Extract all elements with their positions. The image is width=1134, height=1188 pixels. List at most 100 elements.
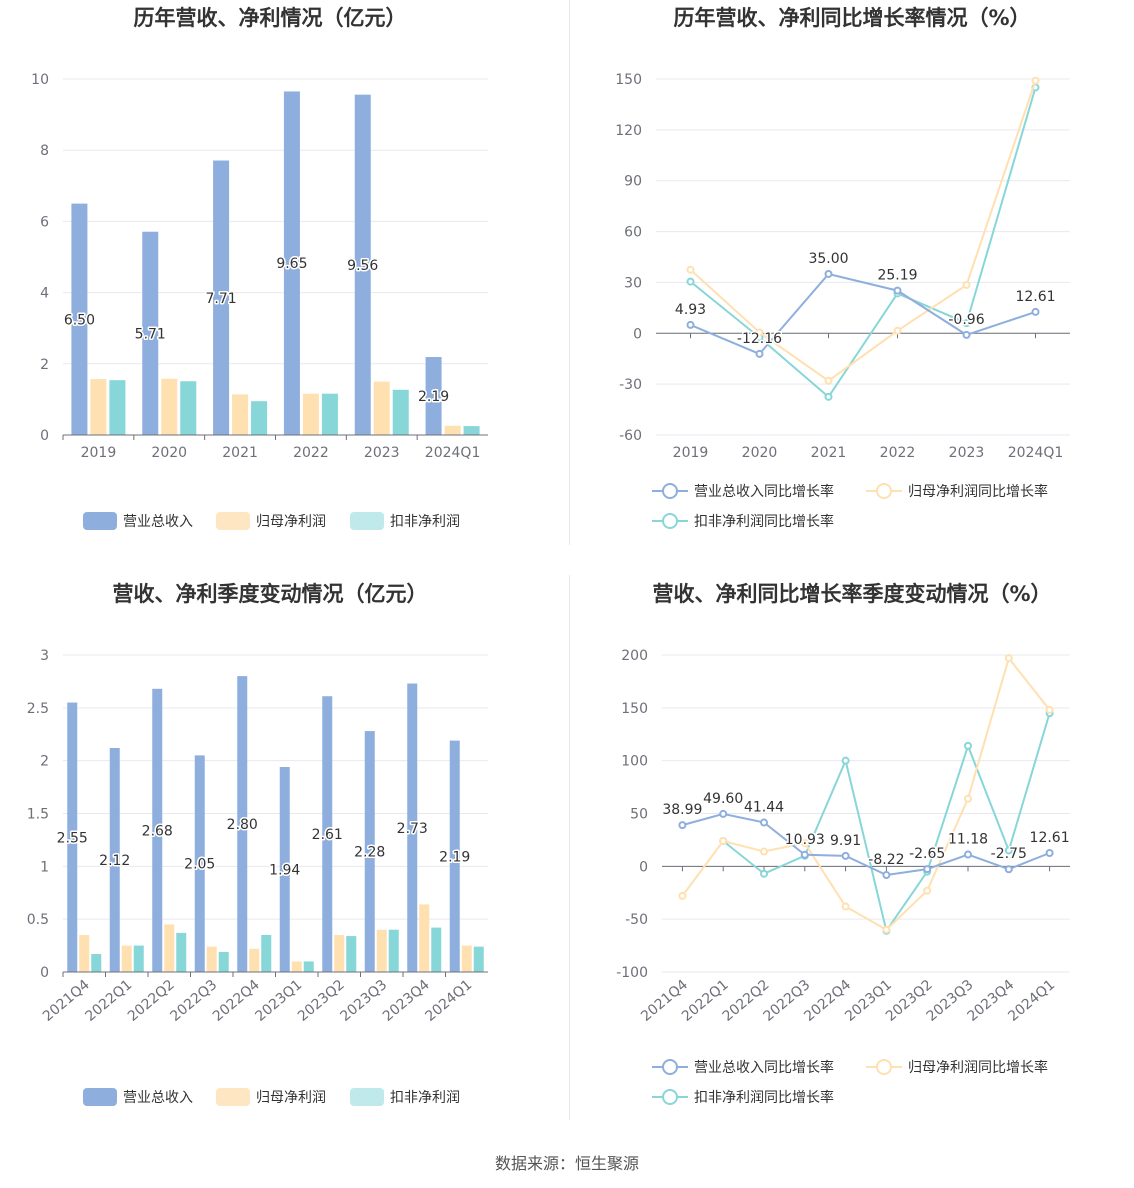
data-label: 10.93: [785, 832, 825, 848]
data-label: 2.55: [57, 830, 88, 846]
quarterly-growth-rate-svg: 营收、净利同比增长率季度变动情况（%） -100 -50 0 50 100 150 200 20…: [616, 582, 1071, 1106]
data-label: -2.65: [909, 846, 945, 862]
series-point-0: [882, 871, 891, 880]
y-tick-label: 10: [31, 72, 49, 88]
y-tick-label: 0: [40, 965, 49, 981]
chart-title: 历年营收、净利情况（亿元）: [134, 6, 407, 30]
data-label: 38.99: [662, 802, 702, 818]
series-point-0: [962, 330, 971, 339]
x-tick-label: 2022Q3: [167, 977, 220, 1025]
data-label: 2.12: [99, 853, 130, 869]
bar-2: [176, 932, 187, 972]
data-label: -12.16: [737, 331, 782, 347]
data-label: 6.50: [64, 312, 95, 328]
series-line-0: [690, 272, 1036, 356]
y-tick-label: 2.5: [27, 701, 49, 717]
legend-label: 归母净利润: [256, 513, 326, 530]
legend-label: 扣非净利润: [390, 514, 460, 530]
quarterly-growth-rate-chart: 营收、净利同比增长率季度变动情况（%） -100 -50 0 50 100 150 200 20…: [570, 575, 1134, 1135]
bar-2: [109, 380, 126, 435]
bar-1: [461, 945, 472, 972]
data-label: 41.44: [744, 800, 784, 816]
series-point-0: [719, 809, 728, 818]
data-label: 2.61: [312, 827, 343, 843]
legend-label: 营业总收入: [123, 514, 193, 530]
data-label: 11.18: [948, 832, 988, 848]
legend-marker: [662, 1059, 678, 1075]
bar-1: [291, 961, 302, 972]
series-point-0: [893, 286, 902, 295]
series-point-0: [841, 851, 850, 860]
bar-1: [334, 935, 345, 972]
bar-0: [449, 740, 460, 972]
data-label: 2.28: [354, 845, 385, 861]
series-point-0: [964, 850, 972, 859]
legend-label: 扣非净利润: [390, 1090, 460, 1106]
series-point-1: [1045, 705, 1054, 714]
y-tick-label: -50: [625, 912, 648, 928]
bar-0: [322, 696, 333, 972]
bar-0: [364, 731, 375, 972]
y-tick-label: 2: [40, 754, 49, 770]
series-point-2: [824, 392, 833, 401]
annual-growth-rate-svg: 历年营收、净利同比增长率情况（%） -60 -30 0 30 60 90 120 150 2019…: [615, 6, 1070, 530]
x-tick-label: 2021: [811, 445, 847, 461]
bar-1: [232, 394, 249, 435]
quarterly-revenue-profit-chart: 营收、净利季度变动情况（亿元） 0 0.5 1 1.5 2 2.5 3 2021Q4 2.55 20…: [0, 575, 569, 1135]
x-tick-label: 2023: [949, 445, 985, 461]
series-point-2: [760, 869, 768, 878]
series-line-2: [689, 87, 1037, 399]
series-point-0: [800, 850, 809, 859]
data-label: 1.94: [269, 863, 300, 879]
data-label: 12.61: [1030, 830, 1070, 846]
series-point-0: [760, 818, 768, 827]
bottom-divider: [569, 575, 570, 1120]
data-label: -8.22: [868, 852, 904, 868]
data-label: 2.80: [227, 817, 258, 833]
bar-2: [261, 935, 272, 972]
series-point-1: [760, 847, 768, 856]
series-point-0: [824, 269, 833, 278]
series-point-1: [755, 328, 764, 337]
data-source-note: 数据来源：恒生聚源: [494, 1154, 639, 1173]
bar-2: [133, 945, 144, 972]
data-label: 2.73: [397, 821, 428, 837]
legend-marker: [662, 1089, 678, 1105]
x-tick-label: 2024Q1: [422, 977, 475, 1025]
series-point-2: [686, 277, 695, 286]
legend-marker: [662, 513, 678, 529]
bar-0: [142, 231, 159, 435]
series-point-1: [1031, 76, 1040, 85]
annual-growth-rate-chart: 历年营收、净利同比增长率情况（%） -60 -30 0 30 60 90 120 150 2019…: [570, 0, 1134, 560]
x-tick-label: 2023Q1: [252, 977, 305, 1025]
chart-title: 营收、净利季度变动情况（亿元）: [113, 582, 428, 606]
x-tick-label: 2022: [293, 445, 329, 461]
bar-2: [321, 393, 338, 435]
bar-1: [164, 924, 175, 972]
bar-1: [90, 379, 107, 435]
y-tick-label: 1: [40, 859, 49, 875]
legend-marker: [216, 512, 250, 530]
data-label: 2.05: [184, 857, 215, 873]
x-tick-label: 2024Q1: [425, 445, 481, 461]
series-point-1: [923, 886, 932, 895]
series-line-1: [689, 80, 1037, 383]
data-label: 2.19: [418, 389, 449, 405]
y-tick-label: -30: [619, 377, 642, 393]
bar-1: [206, 946, 217, 972]
series-point-1: [686, 265, 695, 274]
data-label: 25.19: [877, 268, 917, 284]
series-point-0: [923, 865, 932, 874]
data-label: 9.65: [276, 256, 307, 272]
y-tick-label: -60: [619, 428, 642, 444]
data-label: -2.75: [991, 846, 1027, 862]
legend-label: 归母净利润: [256, 1089, 326, 1106]
series-line-0: [682, 812, 1050, 877]
series-point-1: [1004, 654, 1013, 663]
bar-0: [279, 767, 290, 972]
y-tick-label: 8: [40, 143, 49, 159]
bar-2: [251, 401, 268, 435]
x-tick-label: 2021Q4: [40, 977, 93, 1025]
y-tick-label: 120: [615, 123, 642, 139]
bar-0: [425, 357, 442, 435]
